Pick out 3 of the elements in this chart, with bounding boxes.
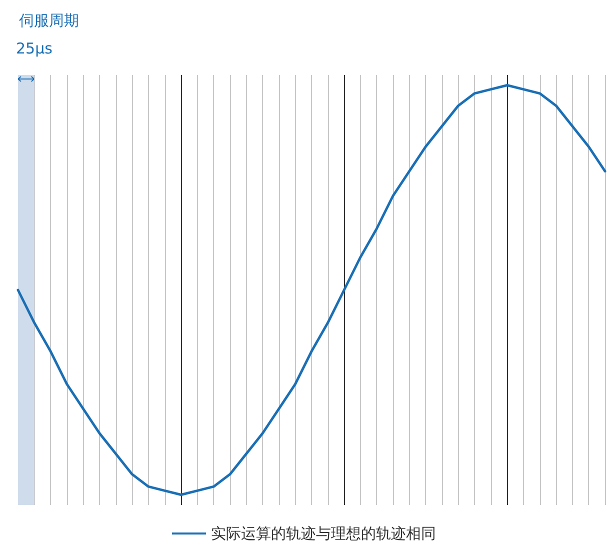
text: 25μs — [16, 40, 53, 58]
legend-label: 实际运算的轨迹与理想的轨迹相同 — [211, 524, 436, 542]
chart-title: 伺服周期 — [19, 12, 79, 30]
